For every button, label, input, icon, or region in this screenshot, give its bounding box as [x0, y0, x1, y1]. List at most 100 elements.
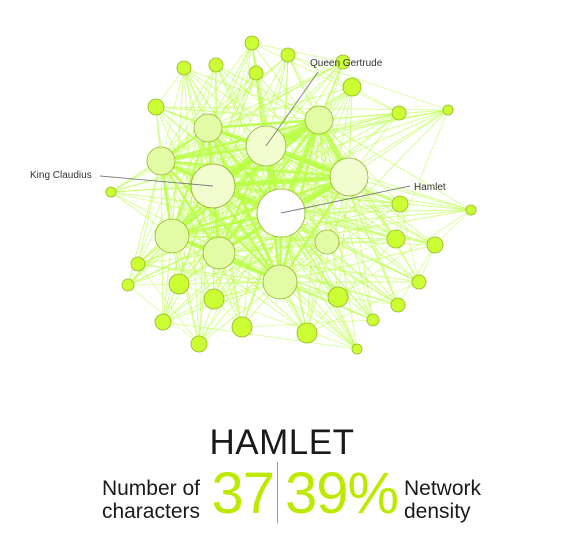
network-edge — [207, 127, 358, 350]
network-edge — [218, 252, 308, 334]
character-node — [147, 98, 165, 116]
network-edge — [265, 145, 399, 306]
play-title: HAMLET — [209, 423, 355, 462]
character-network-graph: Queen Gertrude King Claudius Hamlet — [30, 35, 477, 355]
network-edge — [207, 127, 308, 334]
network-edge — [337, 176, 350, 298]
network-edge — [213, 176, 350, 300]
network-edge — [207, 61, 344, 129]
network-edge — [218, 203, 401, 254]
network-edge — [212, 185, 308, 334]
network-edge — [287, 54, 353, 88]
network-edge — [198, 185, 214, 345]
network-edge — [218, 252, 358, 350]
network-edge — [251, 42, 344, 63]
network-edge — [183, 67, 320, 121]
network-edge — [318, 119, 328, 243]
network-edge — [348, 109, 449, 178]
network-edge — [306, 238, 397, 334]
network-edge — [137, 263, 339, 298]
network-edge — [160, 64, 217, 162]
character-node — [202, 236, 236, 270]
character-node — [244, 35, 260, 51]
character-node — [105, 186, 117, 198]
network-edge — [306, 176, 350, 334]
network-edge — [160, 67, 185, 162]
network-density-value: 39% — [285, 461, 399, 526]
network-edge — [162, 176, 350, 323]
label-hamlet: Hamlet — [414, 182, 446, 193]
network-edge — [348, 176, 399, 306]
character-node — [342, 77, 362, 97]
network-edge — [198, 176, 350, 345]
character-node — [329, 157, 369, 197]
character-node — [442, 104, 454, 116]
network-edge — [155, 106, 320, 121]
character-node — [304, 105, 334, 135]
network-edge — [280, 212, 358, 350]
network-edge — [110, 191, 282, 214]
network-edge — [251, 42, 400, 114]
network-edge — [348, 176, 374, 321]
network-edge — [348, 176, 472, 211]
network-edge — [280, 109, 449, 214]
character-node — [248, 65, 264, 81]
character-node — [386, 229, 406, 249]
network-edge — [279, 86, 353, 283]
character-node — [154, 313, 172, 331]
character-node — [465, 204, 477, 216]
network-edge — [171, 209, 472, 237]
network-edge — [306, 119, 320, 334]
network-edge — [318, 119, 374, 321]
network-edge — [127, 64, 217, 286]
network-edge — [215, 64, 350, 178]
network-edge — [318, 119, 472, 211]
label-leader-line — [280, 185, 411, 214]
network-edge — [155, 106, 220, 254]
network-edge — [178, 241, 328, 285]
network-edge — [183, 67, 200, 345]
label-king-claudius: King Claudius — [30, 170, 92, 181]
network-edge — [213, 238, 397, 300]
character-node — [146, 146, 176, 176]
character-node — [231, 316, 253, 338]
density-label-line2: density — [404, 500, 471, 523]
network-edge — [171, 112, 400, 237]
network-edge — [162, 321, 358, 350]
character-node — [351, 343, 363, 355]
character-node — [208, 57, 224, 73]
character-node — [426, 236, 444, 254]
density-label: Network density — [404, 477, 481, 523]
character-node — [193, 113, 223, 143]
characters-count: 37 — [211, 461, 275, 526]
character-node — [314, 229, 340, 255]
characters-label-line1: Number of — [101, 477, 200, 500]
characters-label-line2: characters — [101, 500, 200, 523]
character-node — [168, 273, 190, 295]
network-edge — [198, 212, 282, 345]
network-edge — [241, 145, 267, 328]
network-edge — [306, 281, 420, 334]
character-node — [280, 47, 296, 63]
network-edge — [255, 72, 374, 321]
character-node — [190, 335, 208, 353]
network-edge — [397, 244, 436, 306]
network-edge — [215, 64, 320, 121]
character-node — [335, 54, 351, 70]
characters-label: Number of characters — [102, 477, 200, 523]
label-queen-gertrude: Queen Gertrude — [310, 58, 383, 69]
network-nodes — [105, 35, 477, 355]
density-label-line1: Network — [404, 477, 482, 500]
network-edge — [306, 86, 353, 334]
character-node — [262, 264, 298, 300]
network-edge — [265, 145, 308, 334]
network-edge — [287, 54, 449, 111]
network-edge — [251, 42, 308, 334]
network-edge — [265, 145, 420, 283]
character-node — [121, 278, 135, 292]
network-edge — [198, 127, 209, 345]
character-node — [130, 256, 146, 272]
character-node — [411, 274, 427, 290]
character-node — [391, 195, 409, 213]
network-edge — [137, 127, 209, 265]
